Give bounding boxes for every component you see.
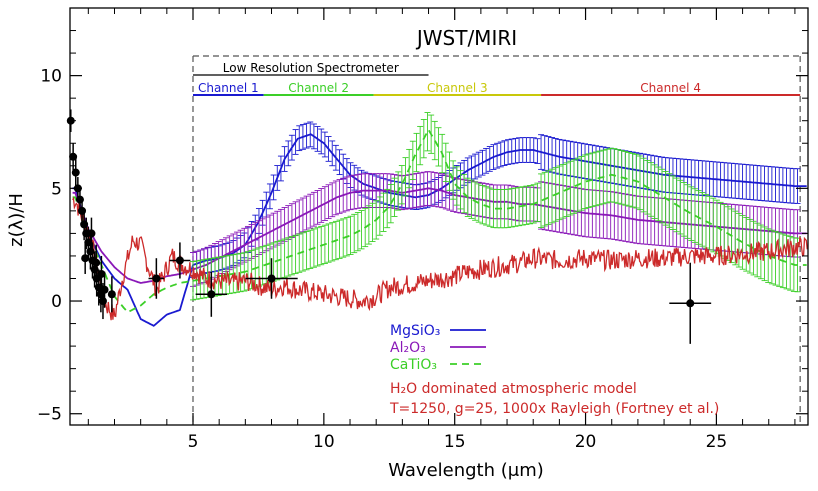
obs-marker bbox=[175, 256, 184, 265]
x-tick-label: 15 bbox=[444, 432, 466, 452]
obs-marker bbox=[71, 168, 80, 177]
channel-label-2: Channel 2 bbox=[288, 81, 349, 95]
y-tick-label: −5 bbox=[37, 405, 62, 425]
x-tick-label: 20 bbox=[575, 432, 597, 452]
observation-point-24 bbox=[169, 242, 191, 279]
observation-point-18 bbox=[87, 217, 96, 250]
x-tick-label: 25 bbox=[706, 432, 728, 452]
channel-label-4: Channel 4 bbox=[640, 81, 701, 95]
legend-label-1: MgSiO₃ bbox=[390, 323, 440, 339]
observation-point-3 bbox=[71, 159, 80, 187]
observation-point-20 bbox=[97, 255, 106, 293]
obs-marker bbox=[97, 269, 106, 278]
x-tick-label: 5 bbox=[188, 432, 199, 452]
series-line-3 bbox=[72, 127, 807, 314]
obs-marker bbox=[69, 152, 78, 161]
lrs-label: Low Resolution Spectrometer bbox=[223, 61, 399, 75]
obs-marker bbox=[207, 290, 216, 299]
plot-series bbox=[72, 112, 808, 327]
legend-model-params: T=1250, g=25, 1000x Rayleigh (Fortney et… bbox=[389, 401, 719, 417]
plot-axes: 5 10 15 20 25 −5 0 5 10 bbox=[37, 7, 809, 452]
channel-label-1: Channel 1 bbox=[198, 81, 259, 95]
observation-point-25 bbox=[195, 271, 228, 317]
legend-label-2: Al₂O₃ bbox=[390, 340, 426, 356]
observation-point-21 bbox=[100, 271, 109, 308]
plot-frame bbox=[69, 7, 809, 426]
obs-marker bbox=[81, 254, 90, 263]
obs-marker bbox=[107, 290, 116, 299]
series-line-4 bbox=[72, 196, 808, 321]
series-1 bbox=[72, 121, 807, 327]
channel-label-3: Channel 3 bbox=[427, 81, 488, 95]
observation-point-19 bbox=[92, 244, 101, 281]
y-tick-label: 10 bbox=[40, 67, 62, 87]
legend-label-4: H₂O dominated atmospheric model bbox=[390, 381, 637, 397]
obs-marker bbox=[87, 229, 96, 238]
observation-point-26 bbox=[245, 258, 298, 299]
series-4 bbox=[72, 196, 808, 321]
series-line-1 bbox=[72, 133, 807, 327]
x-axis-label: Wavelength (μm) bbox=[388, 460, 544, 481]
legend-label-3: CaTiO₃ bbox=[390, 357, 437, 373]
observation-point-27 bbox=[669, 262, 712, 344]
y-tick-label: 5 bbox=[51, 179, 62, 199]
instrument-bands: Low Resolution Spectrometer Channel 1 Chan… bbox=[192, 55, 801, 425]
obs-marker bbox=[98, 297, 107, 306]
observation-point-22 bbox=[107, 276, 116, 313]
observation-point-23 bbox=[148, 258, 165, 299]
observation-point-17 bbox=[81, 242, 90, 274]
observation-points bbox=[66, 109, 712, 344]
y-axis-label: z(λ)/H bbox=[6, 193, 27, 247]
x-tick-label: 10 bbox=[313, 432, 335, 452]
chart-title: JWST/MIRI bbox=[415, 26, 517, 50]
obs-marker bbox=[686, 299, 695, 308]
y-tick-label: 0 bbox=[51, 292, 62, 312]
obs-marker bbox=[152, 274, 161, 283]
obs-marker bbox=[100, 285, 109, 294]
obs-marker bbox=[267, 274, 276, 283]
obs-marker bbox=[92, 258, 101, 267]
